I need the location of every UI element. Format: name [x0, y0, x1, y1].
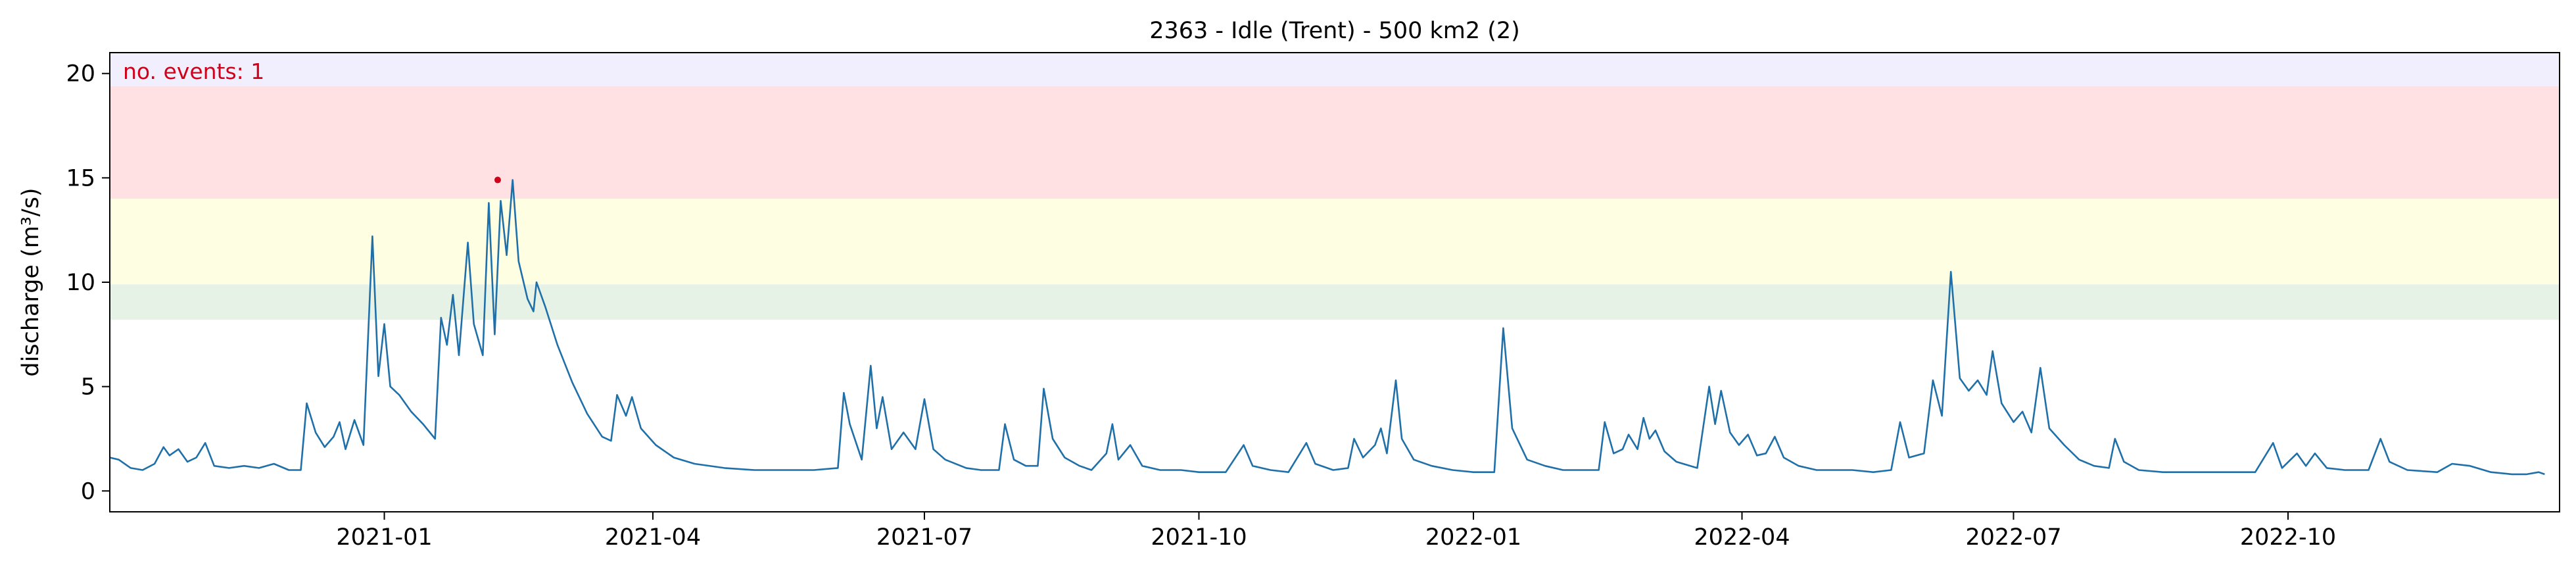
y-tick-label: 15 — [66, 165, 95, 191]
y-axis-ticks: 0 5 10 15 20 — [66, 61, 110, 505]
x-tick-label: 2021-10 — [1151, 524, 1247, 551]
chart-title: 2363 - Idle (Trent) - 500 km2 (2) — [1149, 18, 1520, 44]
threshold-bands — [110, 53, 2560, 320]
threshold-band-1 — [110, 199, 2560, 285]
y-axis-label: discharge (m³/s) — [18, 187, 44, 376]
x-tick-label: 2022-10 — [2240, 524, 2336, 551]
y-tick-label: 5 — [81, 374, 95, 401]
y-tick-label: 20 — [66, 61, 95, 87]
x-axis-ticks: 2021-01 2021-04 2021-07 2021-10 2022-01 2022-… — [336, 512, 2336, 551]
event-marker-layer — [494, 176, 501, 184]
series-layer — [109, 179, 2545, 476]
threshold-band-3 — [110, 53, 2560, 86]
x-tick-label: 2021-07 — [876, 524, 972, 551]
events-annotation: no. events: 1 — [123, 59, 264, 84]
y-tick-label: 0 — [81, 478, 95, 505]
x-tick-label: 2022-04 — [1694, 524, 1790, 551]
event-marker — [494, 176, 501, 184]
threshold-band-0 — [110, 284, 2560, 320]
threshold-band-2 — [110, 86, 2560, 199]
y-tick-label: 10 — [66, 270, 95, 296]
series-line-0 — [109, 179, 2545, 476]
x-tick-label: 2021-04 — [605, 524, 701, 551]
x-tick-label: 2022-07 — [1965, 524, 2061, 551]
x-tick-label: 2022-01 — [1425, 524, 1521, 551]
x-tick-label: 2021-01 — [336, 524, 432, 551]
